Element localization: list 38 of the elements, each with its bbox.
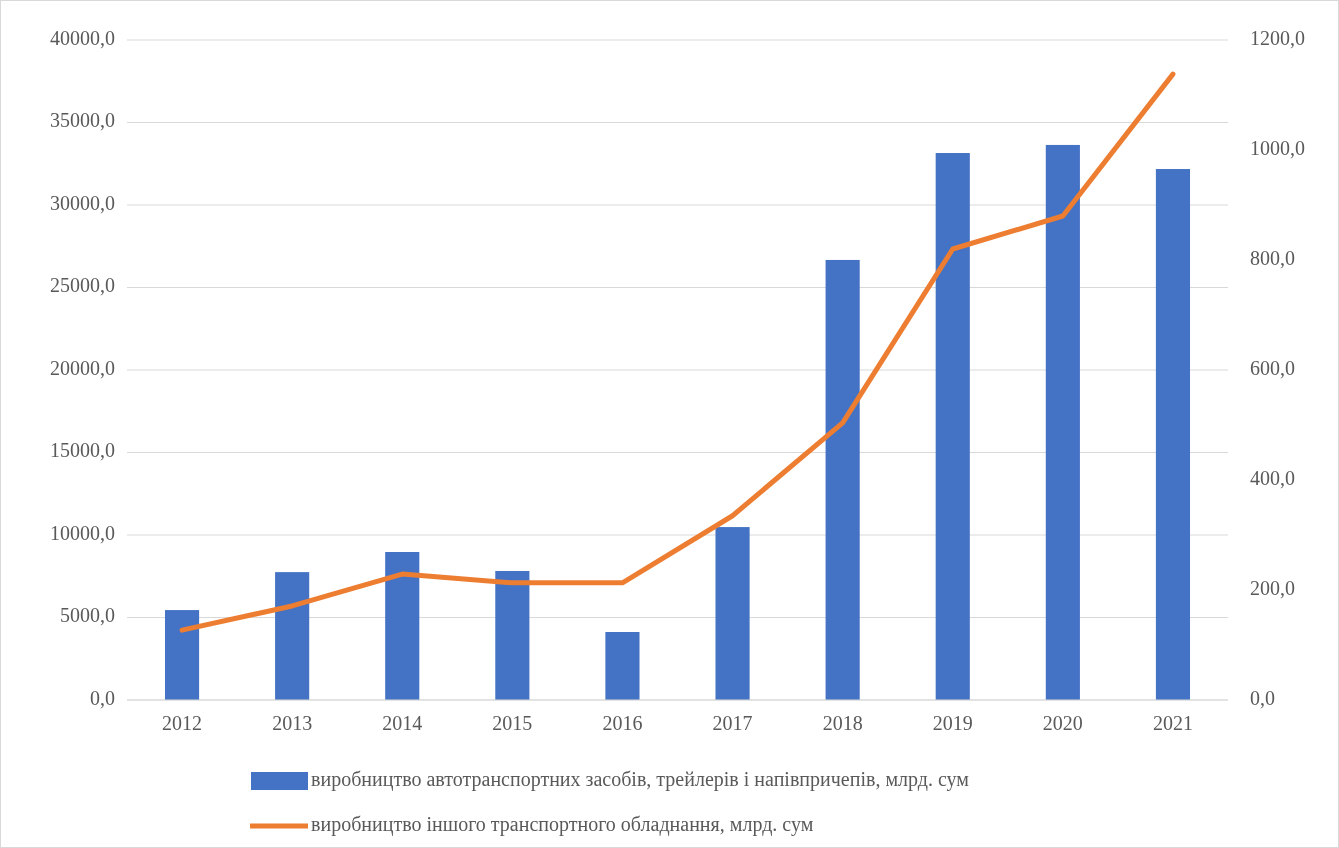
bar <box>605 632 640 700</box>
y-tick-label: 20000,0 <box>50 356 115 379</box>
bar <box>935 153 970 700</box>
y-tick-label: 5000,0 <box>60 604 115 627</box>
y2-tick-label: 0,0 <box>1250 686 1275 709</box>
y2-tick-label: 200,0 <box>1250 576 1295 599</box>
bar <box>495 570 530 700</box>
y2-tick-label: 1200,0 <box>1250 26 1305 49</box>
x-tick-label: 2012 <box>162 712 203 734</box>
y-tick-label: 15000,0 <box>50 439 115 462</box>
bar <box>275 572 310 700</box>
y2-tick-label: 800,0 <box>1250 246 1295 269</box>
bar <box>1045 144 1080 700</box>
bar <box>385 552 420 700</box>
y2-tick-label: 600,0 <box>1250 356 1295 379</box>
bar <box>825 259 860 700</box>
y-tick-label: 30000,0 <box>50 191 115 214</box>
x-tick-label: 2021 <box>1152 712 1193 734</box>
y-tick-label: 25000,0 <box>50 274 115 297</box>
legend-label: виробництво автотранспортних засобів, трейлерів і напівпричепів, млрд. сум <box>311 767 970 791</box>
y2-tick-label: 400,0 <box>1250 466 1295 489</box>
x-tick-label: 2015 <box>492 712 533 734</box>
bar <box>715 527 750 700</box>
y2-tick-label: 1000,0 <box>1250 136 1305 159</box>
y-tick-label: 40000,0 <box>50 26 115 49</box>
x-tick-label: 2018 <box>822 712 863 734</box>
x-tick-label: 2019 <box>932 712 973 734</box>
x-tick-label: 2014 <box>382 712 423 734</box>
x-tick-label: 2020 <box>1042 712 1083 734</box>
x-tick-label: 2013 <box>272 712 313 734</box>
x-tick-label: 2016 <box>602 712 643 734</box>
legend-label: виробництво іншого транспортного обладнання, млрд. сум <box>311 812 814 836</box>
bar <box>1155 169 1191 700</box>
y-tick-label: 10000,0 <box>50 521 115 544</box>
y-tick-label: 0,0 <box>90 686 115 709</box>
bar <box>164 610 200 700</box>
y-tick-label: 35000,0 <box>50 109 115 132</box>
x-tick-label: 2017 <box>712 712 753 734</box>
